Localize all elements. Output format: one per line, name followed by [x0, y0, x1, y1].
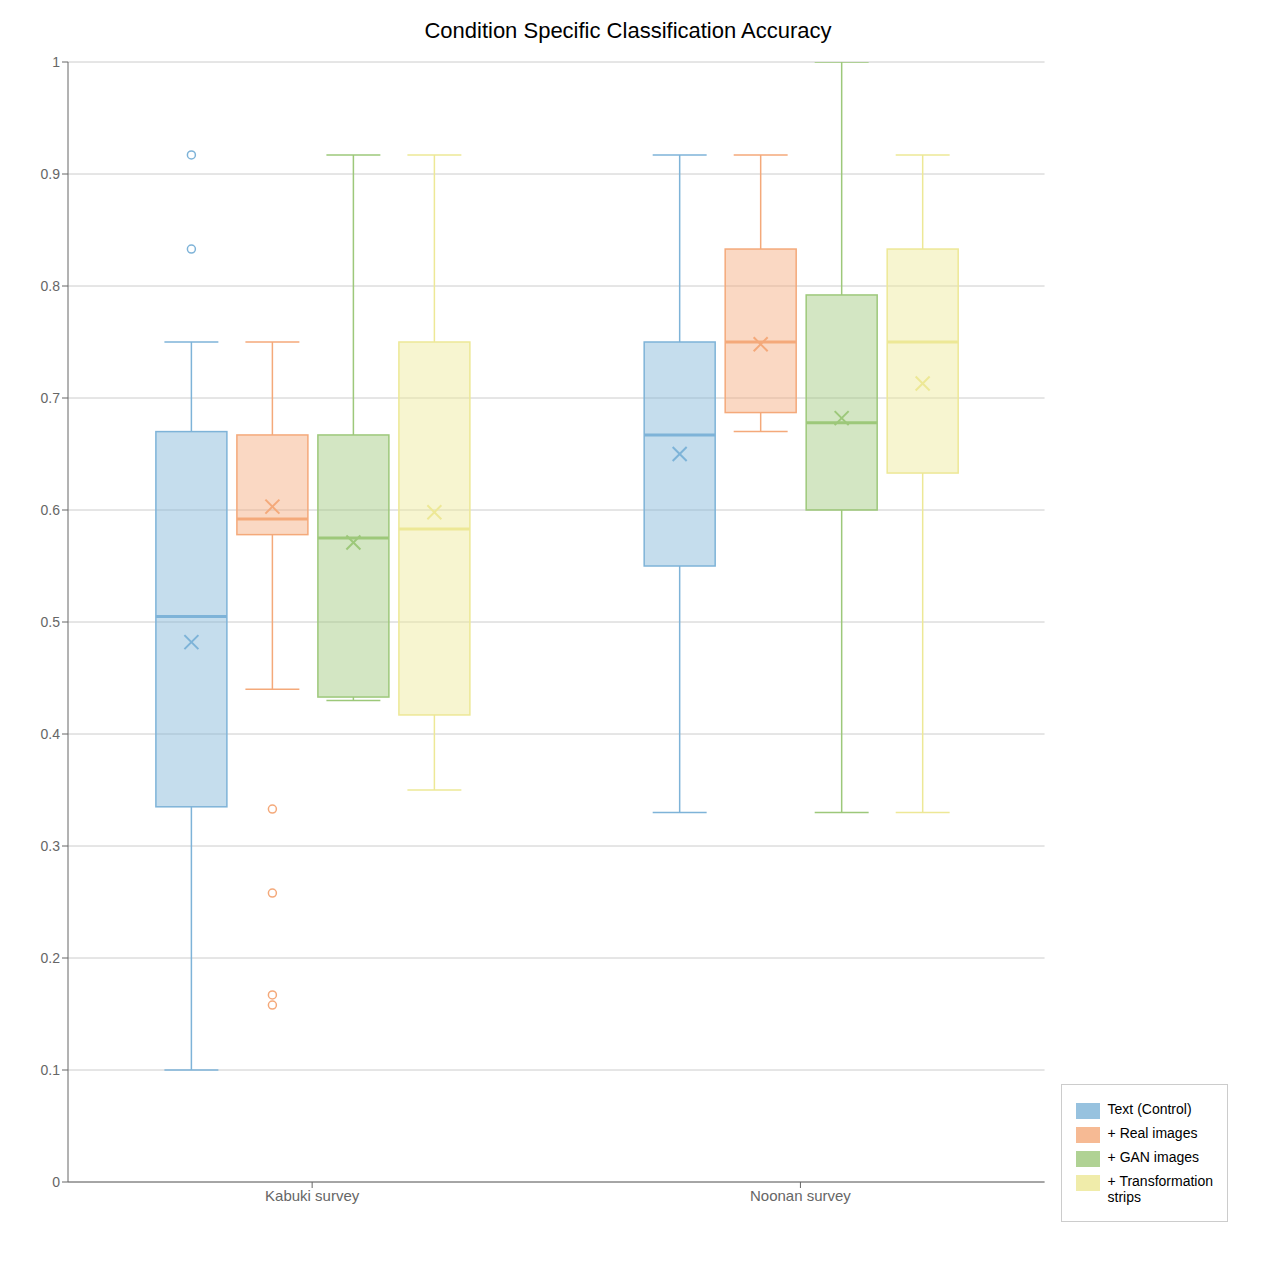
html-text:Condition Specific Classificat: Condition Specific Classification Accura…: [424, 18, 832, 43]
svg-text:0.6: 0.6: [41, 502, 61, 518]
svg-text:0.5: 0.5: [41, 614, 61, 630]
svg-text:Noonan survey: Noonan survey: [750, 1187, 851, 1204]
html-text:strips: strips: [1107, 1189, 1141, 1205]
svg-text:0.7: 0.7: [41, 390, 61, 406]
svg-text:1: 1: [52, 54, 60, 70]
html-text:+ Transformation: + Transformation: [1107, 1173, 1213, 1189]
html-text:+ Real images: + Real images: [1107, 1125, 1198, 1141]
svg-text:0: 0: [52, 1174, 60, 1190]
svg-text:0.1: 0.1: [41, 1062, 61, 1078]
svg-text:Kabuki survey: Kabuki survey: [265, 1187, 360, 1204]
svg-text:0.9: 0.9: [41, 166, 61, 182]
svg-text:0.3: 0.3: [41, 838, 61, 854]
html-text:Text (Control): Text (Control): [1107, 1101, 1192, 1117]
svg-text:0.2: 0.2: [41, 950, 61, 966]
html-text:+ GAN images: + GAN images: [1107, 1149, 1199, 1165]
svg-text:0.8: 0.8: [41, 278, 61, 294]
svg-text:0.4: 0.4: [41, 726, 61, 742]
